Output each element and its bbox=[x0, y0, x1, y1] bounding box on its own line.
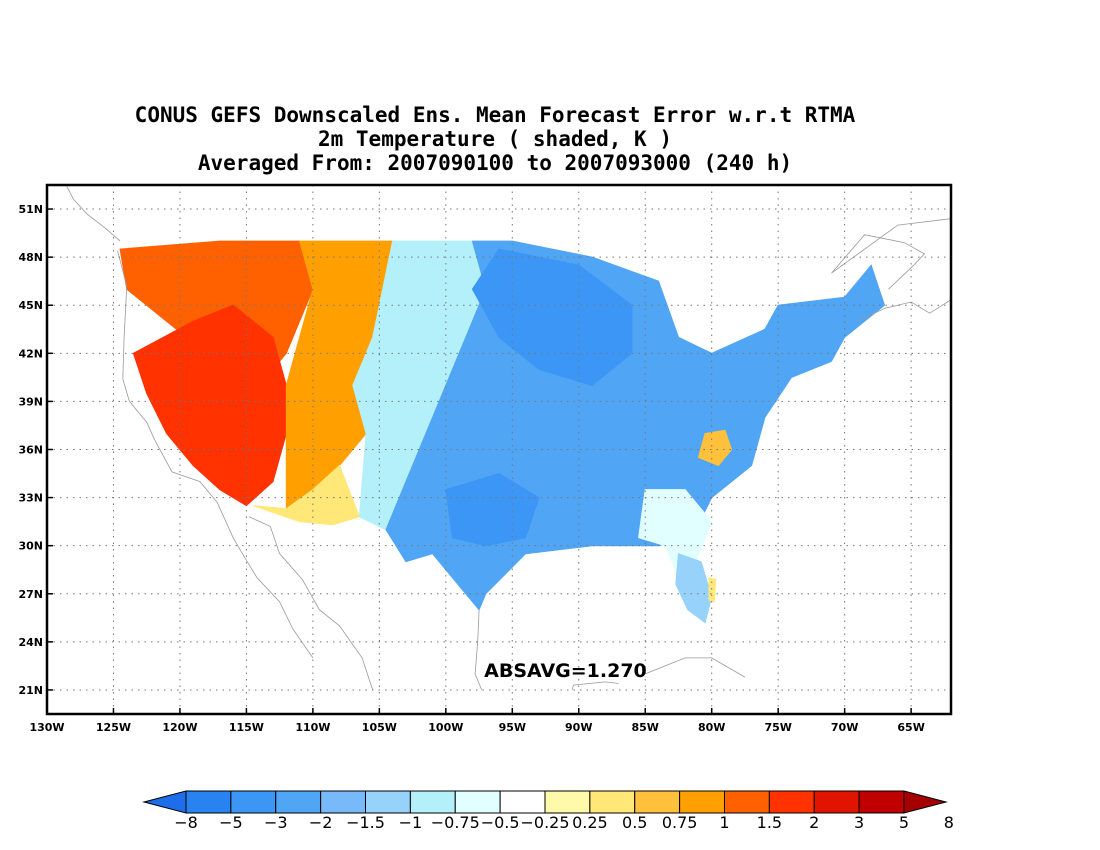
lon-tick-label: 65W bbox=[897, 721, 924, 734]
colorbar-box bbox=[365, 790, 411, 814]
lon-tick-label: 90W bbox=[565, 721, 592, 734]
colorbar-box bbox=[724, 790, 770, 814]
lat-tick-label: 33N bbox=[18, 492, 43, 505]
colorbar-label: −1.5 bbox=[346, 813, 385, 832]
title-line-1: CONUS GEFS Downscaled Ens. Mean Forecast… bbox=[134, 103, 856, 127]
colorbar-box bbox=[589, 790, 636, 814]
lat-tick-label: 45N bbox=[18, 299, 43, 312]
colorbar-box bbox=[634, 790, 681, 814]
lat-tick-label: 21N bbox=[18, 684, 43, 697]
lon-tick-label: 130W bbox=[29, 721, 64, 734]
colorbar-box bbox=[454, 790, 501, 814]
coastline-4 bbox=[645, 657, 746, 678]
coastline-3 bbox=[571, 681, 619, 691]
colorbar-label: −5 bbox=[219, 813, 243, 832]
axis-ticks: 130W 125W 120W 115W 110W 105W 100W 95W 90W 85W 80W… bbox=[18, 203, 924, 734]
colorbar-label: −0.5 bbox=[481, 813, 520, 832]
lon-tick-label: 100W bbox=[428, 721, 463, 734]
colorbar-label: −0.25 bbox=[520, 813, 569, 832]
coastline-1 bbox=[248, 516, 374, 691]
lon-tick-label: 115W bbox=[229, 721, 264, 734]
region-florida-east-warm bbox=[708, 577, 717, 603]
absavg-annotation: ABSAVG=1.270 bbox=[484, 660, 647, 682]
colorbar-box bbox=[409, 790, 456, 814]
lon-tick-label: 110W bbox=[295, 721, 330, 734]
lat-tick-label: 24N bbox=[18, 636, 43, 649]
lat-tick-label: 51N bbox=[18, 203, 43, 216]
title-line-2: 2m Temperature ( shaded, K ) bbox=[317, 127, 672, 151]
lon-tick-label: 70W bbox=[831, 721, 858, 734]
lon-tick-label: 120W bbox=[162, 721, 197, 734]
colorbar-label: −0.75 bbox=[431, 813, 480, 832]
colorbar-label: 5 bbox=[899, 813, 909, 832]
coastline-2 bbox=[474, 609, 483, 691]
lat-tick-label: 36N bbox=[18, 444, 43, 457]
lon-tick-label: 105W bbox=[362, 721, 397, 734]
colorbar-box bbox=[813, 790, 860, 814]
colorbar-box bbox=[858, 790, 905, 814]
lon-tick-label: 125W bbox=[96, 721, 131, 734]
colorbar-label: 0.75 bbox=[662, 813, 698, 832]
colorbar-label: 1.5 bbox=[757, 813, 782, 832]
colorbar-label: 3 bbox=[854, 813, 864, 832]
lat-tick-label: 30N bbox=[18, 540, 43, 553]
error-shading-layer bbox=[119, 240, 886, 624]
grid-layer bbox=[47, 185, 951, 714]
colorbar-arrow-low bbox=[142, 790, 187, 814]
title-line-3: Averaged From: 2007090100 to 2007093000 … bbox=[197, 151, 793, 175]
colorbar-box bbox=[499, 790, 546, 814]
lon-tick-label: 80W bbox=[698, 721, 725, 734]
colorbar-box bbox=[230, 790, 277, 814]
colorbar-label: 1 bbox=[719, 813, 729, 832]
colorbar-box bbox=[679, 790, 725, 814]
colorbar-label: −3 bbox=[264, 813, 288, 832]
colorbar-label: −1 bbox=[399, 813, 423, 832]
region-carolina-warm-patch bbox=[697, 429, 733, 467]
lon-tick-label: 85W bbox=[632, 721, 659, 734]
colorbar-label: 0.25 bbox=[572, 813, 608, 832]
colorbar-label: 8 bbox=[944, 813, 954, 832]
lat-tick-label: 39N bbox=[18, 395, 43, 408]
colorbar: −8 −5 −3 −2 −1.5 −1 −0.75 −0.5 −0.25 0.25 0.5 0.75 1… bbox=[142, 790, 954, 832]
region-texas-strong-cool bbox=[445, 472, 540, 547]
coastline-7 bbox=[66, 186, 121, 242]
lat-tick-label: 42N bbox=[18, 347, 43, 360]
colorbar-box bbox=[544, 790, 591, 814]
lon-tick-label: 95W bbox=[499, 721, 526, 734]
region-great-basin-warm bbox=[132, 304, 287, 507]
colorbar-box bbox=[320, 790, 366, 814]
region-florida-cool bbox=[675, 553, 713, 624]
colorbar-label: 0.5 bbox=[622, 813, 647, 832]
region-southwest-desert-light bbox=[252, 464, 361, 526]
coastline-0 bbox=[117, 250, 314, 659]
colorbar-box bbox=[185, 790, 232, 814]
colorbar-box bbox=[275, 790, 322, 814]
coastline-layer bbox=[66, 186, 951, 691]
colorbar-label: −8 bbox=[174, 813, 198, 832]
lat-tick-label: 27N bbox=[18, 588, 43, 601]
colorbar-arrow-high bbox=[903, 790, 948, 814]
colorbar-label: −2 bbox=[309, 813, 333, 832]
coastline-6 bbox=[831, 218, 951, 290]
lat-tick-label: 48N bbox=[18, 251, 43, 264]
lon-tick-label: 75W bbox=[764, 721, 791, 734]
colorbar-label: 2 bbox=[809, 813, 819, 832]
colorbar-box bbox=[768, 790, 815, 814]
